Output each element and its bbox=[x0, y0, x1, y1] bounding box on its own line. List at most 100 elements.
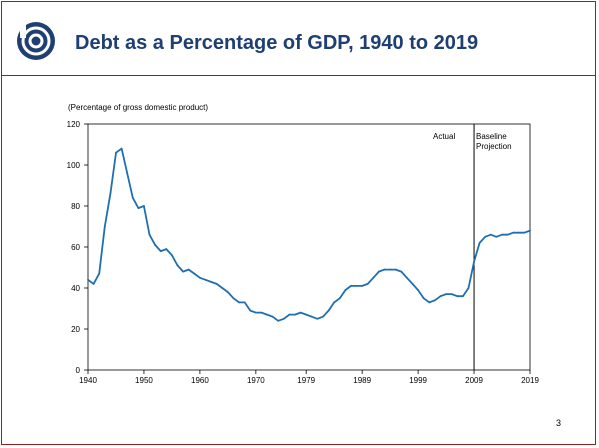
data-point bbox=[316, 317, 319, 320]
data-point bbox=[154, 244, 157, 246]
x-tick-label: 2009 bbox=[465, 376, 483, 385]
page-title: Debt as a Percentage of GDP, 1940 to 201… bbox=[75, 32, 479, 54]
x-tick-label: 1979 bbox=[297, 376, 315, 385]
data-point bbox=[299, 311, 302, 314]
data-point bbox=[406, 276, 408, 279]
data-point bbox=[92, 283, 95, 285]
y-tick-label: 40 bbox=[71, 284, 80, 293]
data-point bbox=[305, 313, 308, 316]
x-tick-label: 1950 bbox=[135, 376, 153, 385]
data-point bbox=[171, 254, 173, 257]
x-tick-label: 1989 bbox=[353, 376, 371, 385]
data-point bbox=[271, 315, 274, 318]
data-point bbox=[400, 270, 403, 273]
y-tick-label: 20 bbox=[71, 325, 80, 334]
data-point bbox=[327, 309, 330, 312]
data-point bbox=[529, 229, 531, 232]
data-point bbox=[131, 196, 134, 199]
data-point bbox=[232, 297, 235, 300]
annotation-actual: Actual bbox=[433, 132, 455, 141]
data-point bbox=[439, 295, 442, 298]
data-point bbox=[378, 270, 380, 273]
data-point bbox=[198, 276, 201, 279]
data-point bbox=[338, 297, 341, 300]
data-point bbox=[394, 268, 397, 271]
data-point bbox=[383, 268, 386, 271]
chart-marks bbox=[87, 147, 531, 322]
data-point bbox=[422, 297, 425, 300]
y-tick-label: 80 bbox=[71, 202, 80, 211]
annotation-baseline: Baseline bbox=[476, 132, 507, 141]
data-point bbox=[501, 233, 503, 236]
data-point bbox=[411, 283, 414, 285]
data-point bbox=[467, 287, 470, 289]
data-point bbox=[266, 313, 268, 316]
data-point bbox=[473, 260, 475, 263]
plot-area-border bbox=[87, 123, 531, 371]
data-point bbox=[193, 272, 196, 275]
debt-series-line bbox=[87, 147, 531, 322]
data-point bbox=[322, 315, 324, 318]
data-point bbox=[428, 301, 431, 304]
data-point bbox=[506, 233, 509, 236]
y-tick-label: 0 bbox=[76, 366, 81, 375]
data-point bbox=[433, 299, 436, 302]
data-point bbox=[517, 231, 520, 234]
slide-header bbox=[1, 1, 596, 76]
data-point bbox=[254, 311, 257, 314]
data-point bbox=[182, 270, 185, 273]
data-point bbox=[366, 283, 369, 285]
data-point bbox=[137, 207, 140, 209]
data-point bbox=[277, 319, 280, 322]
data-point bbox=[389, 268, 392, 271]
data-point bbox=[294, 313, 296, 316]
data-point bbox=[310, 315, 313, 318]
data-point bbox=[159, 250, 162, 253]
y-axis-label: (Percentage of gross domestic product) bbox=[68, 103, 208, 112]
x-tick-label: 1960 bbox=[191, 376, 209, 385]
data-point bbox=[355, 285, 358, 287]
data-point bbox=[288, 313, 291, 316]
data-point bbox=[103, 225, 106, 228]
data-point bbox=[109, 192, 112, 195]
data-point bbox=[344, 289, 347, 291]
y-tick-label: 60 bbox=[71, 243, 80, 252]
data-point bbox=[361, 285, 364, 287]
data-point bbox=[98, 272, 101, 275]
data-point bbox=[372, 276, 375, 279]
data-point bbox=[143, 205, 145, 207]
data-point bbox=[456, 295, 459, 298]
data-point bbox=[495, 235, 498, 238]
data-point bbox=[489, 233, 492, 236]
data-point bbox=[126, 172, 129, 175]
data-point bbox=[120, 147, 123, 150]
data-point bbox=[226, 291, 229, 293]
x-tick-label: 1999 bbox=[409, 376, 427, 385]
data-point bbox=[461, 295, 464, 298]
data-point bbox=[221, 287, 224, 289]
data-point bbox=[115, 151, 117, 154]
page-number: 3 bbox=[556, 418, 562, 428]
x-tick-label: 1970 bbox=[247, 376, 265, 385]
x-tick-label: 2019 bbox=[521, 376, 539, 385]
chart-axes: 0 20 40 60 80 100 120 1940 1950 1960 1970 1979 1989 1… bbox=[67, 120, 540, 385]
data-point bbox=[187, 268, 190, 271]
data-point bbox=[176, 264, 179, 267]
data-point bbox=[249, 309, 252, 312]
data-point bbox=[243, 301, 246, 304]
data-point bbox=[445, 293, 447, 296]
data-point bbox=[260, 311, 263, 314]
data-point bbox=[165, 248, 168, 250]
y-tick-label: 120 bbox=[67, 120, 81, 129]
data-point bbox=[350, 285, 352, 287]
data-point bbox=[87, 278, 89, 281]
data-point bbox=[478, 242, 481, 244]
annotation-projection: Projection bbox=[476, 142, 512, 151]
data-point bbox=[238, 301, 240, 304]
data-point bbox=[512, 231, 515, 234]
cbo-logo-icon bbox=[17, 22, 55, 60]
data-point bbox=[523, 231, 526, 234]
data-point bbox=[148, 233, 151, 236]
data-point bbox=[450, 293, 453, 296]
